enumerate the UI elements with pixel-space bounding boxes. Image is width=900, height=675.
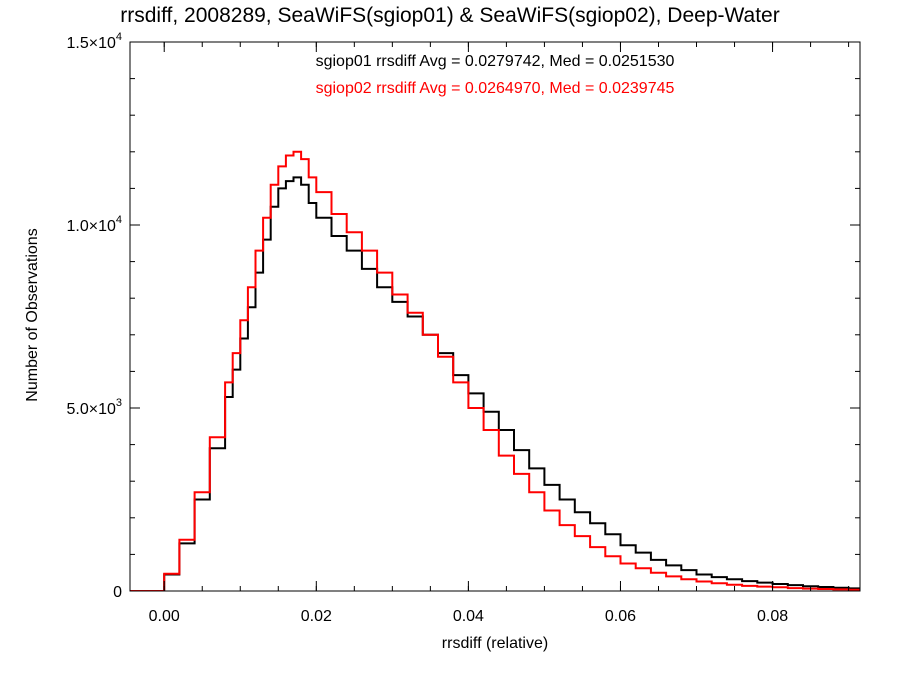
plot-frame [129,41,861,592]
series-sgiop02-line [130,150,860,591]
x-tick-label: 0.04 [453,608,484,625]
x-tick-label: 0.08 [757,608,788,625]
series-layer [130,150,860,591]
chart-title: rrsdiff, 2008289, SeaWiFS(sgiop01) & Sea… [120,4,780,27]
y-tick-label: 0 [113,584,122,601]
y-tick-label: 5.0×103 [66,397,122,418]
series-sgiop01-line [130,176,860,591]
sgiop02-stats-annotation: sgiop02 rrsdiff Avg = 0.0264970, Med = 0… [315,80,675,97]
x-axis-label: rrsdiff (relative) [441,635,549,652]
x-tick-label: 0.02 [301,608,332,625]
y-tick-label: 1.0×104 [66,214,122,235]
x-tick-label: 0.00 [149,608,180,625]
axes-layer: 0.00 0.02 0.04 0.06 0.08 0 5.0×103 1.0×104 1.5×1… [66,31,861,625]
sgiop01-stats-annotation: sgiop01 rrsdiff Avg = 0.0279742, Med = 0… [315,53,675,70]
y-tick-label: 1.5×104 [66,31,122,52]
x-tick-label: 0.06 [605,608,636,625]
